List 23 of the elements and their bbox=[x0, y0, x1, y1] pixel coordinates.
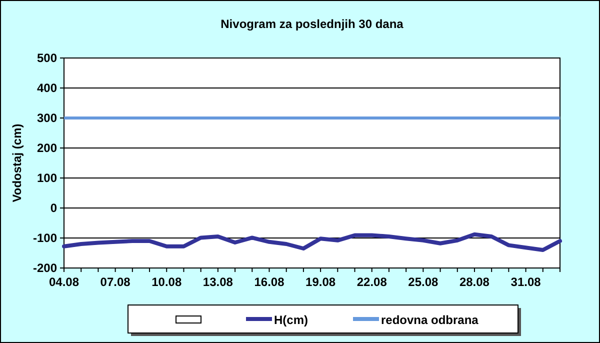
x-tick-label: 19.08 bbox=[306, 275, 336, 289]
y-tick-label: 0 bbox=[50, 201, 58, 215]
y-tick-label: 300 bbox=[36, 111, 58, 125]
y-tick-label: 200 bbox=[36, 141, 58, 155]
x-tick-label: 13.08 bbox=[202, 275, 234, 289]
legend-label: redovna odbrana bbox=[381, 313, 479, 327]
line-series bbox=[62, 232, 562, 252]
x-tick-label: 04.08 bbox=[48, 275, 80, 289]
x-tick-label: 07.08 bbox=[100, 275, 131, 289]
y-tick-label: 500 bbox=[36, 51, 58, 65]
x-tick-label: 31.08 bbox=[510, 275, 542, 289]
y-axis-title: Vodostaj (cm) bbox=[10, 124, 24, 202]
y-tick-label: 100 bbox=[36, 171, 58, 185]
x-tick-label: 25.08 bbox=[408, 275, 439, 289]
y-tick-label: -100 bbox=[32, 231, 58, 245]
x-tick-label: 22.08 bbox=[356, 275, 388, 289]
x-tick-label: 16.08 bbox=[254, 275, 285, 289]
x-tick-label: 10.08 bbox=[152, 275, 182, 289]
legend-label: H(cm) bbox=[274, 313, 308, 327]
y-tick-label: 400 bbox=[36, 81, 58, 95]
x-tick-label: 28.08 bbox=[459, 275, 490, 289]
y-tick-label: -200 bbox=[32, 261, 58, 275]
chart-title: Nivogram za poslednjih 30 dana bbox=[220, 17, 404, 31]
